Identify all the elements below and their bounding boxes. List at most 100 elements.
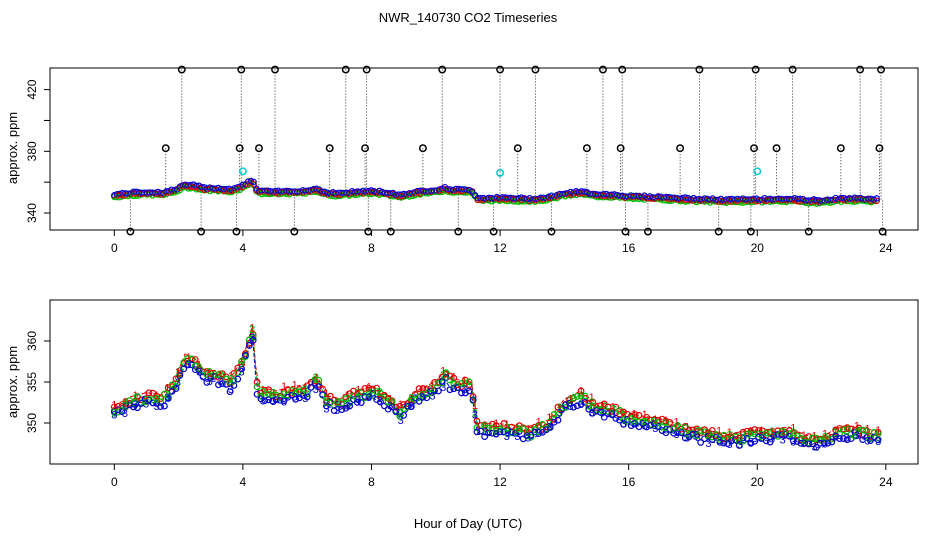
bottom-series-label: 2 — [419, 390, 425, 402]
bottom-series-label: 1 — [536, 416, 542, 428]
bottom-series-label: 1 — [663, 415, 669, 427]
bottom-series-label: 3 — [864, 436, 870, 448]
bottom-series-label: 2 — [875, 431, 881, 443]
bottom-series-label: 2 — [525, 427, 531, 439]
bottom-data-point — [697, 439, 705, 446]
bottom-data-point — [172, 375, 180, 383]
bottom-data-point — [373, 384, 381, 392]
bottom-series-label: 1 — [355, 384, 361, 396]
bottom-series-label: 3 — [567, 401, 573, 413]
bottom-data-point — [411, 394, 419, 402]
bottom-series-label: 1 — [652, 414, 658, 426]
bottom-data-point — [566, 399, 573, 407]
bottom-data-point — [824, 439, 832, 447]
bottom-series-label: 2 — [111, 408, 117, 420]
bottom-data-point — [419, 385, 427, 392]
bottom-series-label: 3 — [185, 359, 191, 371]
top-outlier-point — [875, 144, 884, 153]
top-y-axis-title: approx. ppm — [5, 112, 20, 184]
bottom-data-point — [353, 395, 361, 403]
bottom-data-point — [338, 406, 346, 413]
top-x-tick-label: 4 — [240, 241, 247, 255]
top-plot-frame — [49, 67, 919, 231]
bottom-data-point — [813, 443, 820, 451]
bottom-series-label: 1 — [132, 390, 138, 402]
bottom-y-axis-title: approx. ppm — [5, 346, 20, 418]
bottom-series-label: 1 — [451, 371, 457, 383]
bottom-series-label: 1 — [833, 426, 839, 438]
bottom-data-point — [350, 387, 357, 395]
bottom-data-point — [377, 398, 384, 406]
bottom-series-label: 3 — [292, 392, 298, 404]
bottom-data-point — [458, 383, 465, 391]
bottom-series-label: 2 — [313, 372, 319, 384]
bottom-series-label: 3 — [589, 408, 595, 420]
bottom-data-point — [276, 396, 284, 404]
bottom-series-label: 3 — [132, 399, 138, 411]
bottom-series-label: 2 — [780, 426, 786, 438]
bottom-data-point — [288, 391, 296, 399]
bottom-data-point — [697, 427, 705, 435]
bottom-data-point — [454, 384, 462, 391]
bottom-data-point — [195, 366, 203, 374]
bottom-data-point — [708, 427, 716, 434]
bottom-series-label: 2 — [334, 397, 340, 409]
bottom-data-point — [380, 402, 388, 410]
bottom-data-point — [257, 392, 265, 400]
bottom-series-label: 2 — [652, 420, 658, 432]
top-outlier-point — [161, 144, 170, 153]
bottom-data-point — [253, 383, 261, 391]
bottom-data-point — [357, 399, 365, 406]
bottom-series-label: 1 — [281, 381, 287, 393]
bottom-series-label: 3 — [207, 376, 213, 388]
top-outlier-point — [878, 227, 887, 236]
bottom-data-point — [253, 378, 261, 386]
bottom-data-point — [431, 378, 438, 386]
bottom-series-label: 1 — [716, 426, 722, 438]
bottom-series-label: 3 — [239, 367, 245, 379]
bottom-data-point — [689, 430, 697, 438]
bottom-data-point — [180, 365, 188, 373]
bottom-data-point — [215, 371, 222, 379]
top-cyan-point — [496, 168, 505, 177]
bottom-data-point — [415, 385, 423, 393]
bottom-series-label: 3 — [143, 399, 149, 411]
bottom-y-tick-label: 360 — [25, 331, 39, 351]
bottom-series-label: 1 — [727, 427, 733, 439]
bottom-series-label: 2 — [366, 387, 372, 399]
bottom-series-label: 1 — [864, 423, 870, 435]
bottom-data-point — [323, 398, 330, 406]
bottom-series-label: 2 — [578, 393, 584, 405]
bottom-series-label: 2 — [217, 369, 223, 381]
bottom-series-label: 3 — [811, 441, 817, 453]
bottom-data-point — [280, 390, 288, 398]
bottom-series-label: 1 — [854, 421, 860, 433]
bottom-series-label: 2 — [737, 431, 743, 443]
bottom-series-label: 2 — [504, 422, 510, 434]
bottom-data-point — [415, 397, 423, 405]
bottom-series-label: 1 — [376, 388, 382, 400]
bottom-data-point — [874, 436, 882, 444]
bottom-data-point — [635, 418, 643, 426]
top-outlier-point — [454, 227, 463, 236]
bottom-series-label: 2 — [376, 387, 382, 399]
bottom-data-point — [504, 430, 512, 438]
bottom-series-label: 1 — [695, 426, 701, 438]
bottom-series-label: 2 — [727, 430, 733, 442]
bottom-data-point — [789, 432, 797, 440]
bottom-series-label: 3 — [695, 432, 701, 444]
bottom-series-label: 2 — [695, 425, 701, 437]
bottom-data-point — [384, 398, 392, 406]
bottom-data-point — [666, 425, 674, 433]
bottom-data-point — [134, 393, 141, 400]
bottom-data-point — [137, 400, 145, 407]
bottom-data-point — [450, 385, 458, 393]
bottom-data-point — [249, 333, 257, 341]
bottom-series-label: 3 — [122, 408, 128, 420]
top-outlier-point — [582, 144, 591, 153]
bottom-series-label: 1 — [875, 425, 881, 437]
bottom-data-point — [843, 425, 851, 432]
bottom-series-label: 3 — [430, 390, 436, 402]
bottom-data-point — [762, 437, 770, 445]
bottom-data-point — [604, 403, 612, 411]
